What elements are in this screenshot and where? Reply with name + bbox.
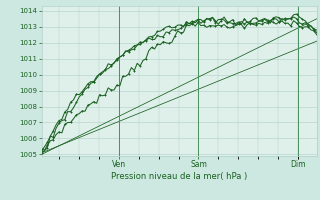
X-axis label: Pression niveau de la mer( hPa ): Pression niveau de la mer( hPa ) [111, 172, 247, 181]
